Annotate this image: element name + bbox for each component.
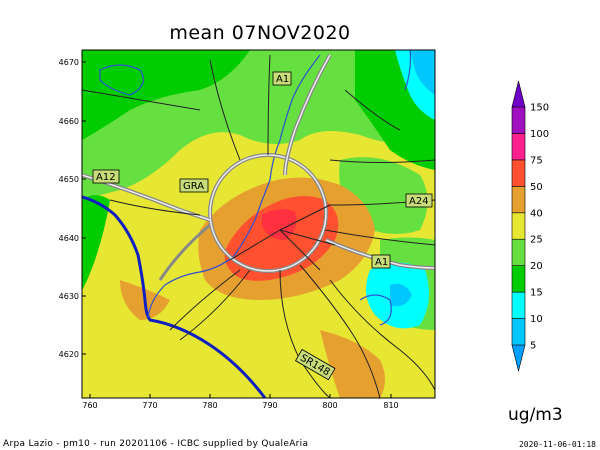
colorbar-label: 25 — [530, 235, 543, 246]
colorbar-arrow-low — [511, 344, 526, 372]
colorbar-band — [511, 238, 526, 266]
x-tick-label: 800 — [322, 401, 337, 410]
road-label-text: A1 — [375, 257, 388, 268]
colorbar-label: 20 — [530, 261, 543, 272]
y-tick-label: 4650 — [59, 175, 79, 184]
footer-credits: Arpa Lazio - pm10 - run 20201106 - ICBC … — [3, 439, 309, 449]
roads — [82, 54, 435, 398]
footer-timestamp: 2020-11-06-01:18 — [518, 440, 596, 449]
road-label-a24: A24 — [405, 193, 433, 208]
road-label-text: A1 — [276, 74, 289, 85]
colorbar-label: 150 — [530, 103, 549, 114]
road-label-text: GRA — [183, 181, 204, 192]
colorbar-band — [511, 212, 526, 240]
road-label-a1-south: A1 — [371, 254, 391, 269]
y-tick-label: 4640 — [59, 234, 79, 243]
colorbar-band — [511, 133, 526, 161]
road-label-text: A12 — [96, 172, 116, 183]
colorbar-label: 10 — [530, 314, 543, 325]
colorbar-band — [511, 106, 526, 134]
colorbar-label: 100 — [530, 129, 549, 140]
colorbar-label: 5 — [530, 341, 536, 352]
road-label-a12: A12 — [92, 169, 120, 184]
x-tick-label: 760 — [82, 401, 97, 410]
colorbar-arrow-high — [511, 80, 526, 108]
x-tick-label: 780 — [202, 401, 217, 410]
colorbar-label: 75 — [530, 155, 543, 166]
colorbar-label: 50 — [530, 182, 543, 193]
colorbar-band — [511, 318, 526, 346]
x-tick-label: 770 — [142, 401, 157, 410]
pm10-field — [82, 50, 435, 398]
x-tick-label: 790 — [262, 401, 277, 410]
road-label-text: A24 — [409, 196, 429, 207]
map-frame — [81, 49, 436, 399]
road-label-gra: GRA — [179, 178, 209, 193]
y-tick-label: 4620 — [59, 350, 79, 359]
x-axis: 760 770 780 790 800 810 — [82, 394, 399, 410]
colorbar-label: 40 — [530, 208, 543, 219]
y-tick-label: 4670 — [59, 58, 79, 67]
y-axis: 4670 4660 4650 4640 4630 4620 — [59, 58, 86, 359]
y-tick-label: 4660 — [59, 117, 79, 126]
unit-label: ug/m3 — [508, 405, 563, 425]
colorbar-band — [511, 186, 526, 214]
x-tick-label: 810 — [383, 401, 398, 410]
y-tick-label: 4630 — [59, 292, 79, 301]
colorbar-label: 15 — [530, 288, 543, 299]
colorbar: 5 10 15 20 25 40 50 75 100 150 — [511, 80, 549, 372]
colorbar-band — [511, 159, 526, 187]
map-title: mean 07NOV2020 — [169, 22, 351, 44]
road-label-a1-north: A1 — [272, 71, 292, 86]
rivers — [99, 50, 412, 326]
colorbar-band — [511, 265, 526, 293]
coastline — [82, 195, 267, 398]
colorbar-band — [511, 291, 526, 319]
